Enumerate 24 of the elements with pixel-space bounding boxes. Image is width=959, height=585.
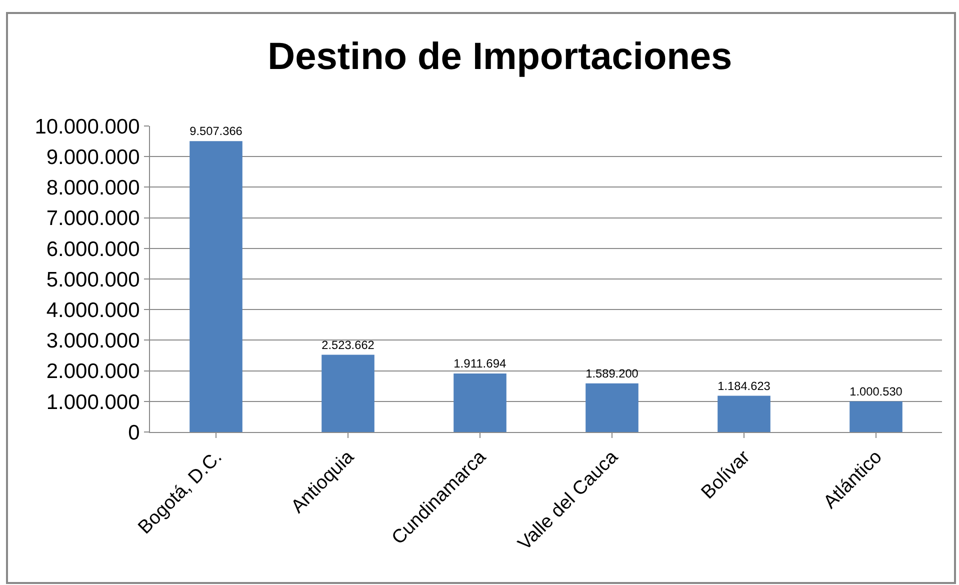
bar — [850, 401, 902, 432]
y-tick-label: 3.000.000 — [46, 330, 140, 353]
y-tick-label: 8.000.000 — [46, 176, 140, 200]
y-tick-label: 5.000.000 — [46, 268, 140, 292]
y-tick-label: 10.000.000 — [34, 115, 140, 138]
data-label: 1.911.694 — [454, 356, 507, 371]
bar — [718, 396, 770, 432]
y-tick-label: 6.000.000 — [46, 238, 140, 261]
data-label: 9.507.366 — [190, 124, 243, 138]
y-tick-label: 2.000.000 — [46, 360, 140, 384]
y-tick-label: 9.000.000 — [46, 146, 140, 169]
bar — [190, 141, 242, 432]
y-tick-label: 0 — [128, 421, 140, 444]
data-label: 1.000.530 — [850, 384, 903, 399]
y-tick-label: 4.000.000 — [46, 298, 140, 322]
data-label: 2.523.662 — [322, 338, 374, 352]
y-tick-label: 1.000.000 — [46, 390, 140, 414]
bar — [322, 354, 374, 432]
bar — [586, 383, 638, 432]
y-tick-label: 7.000.000 — [46, 207, 140, 230]
chart-title: Destino de Importaciones — [268, 36, 732, 78]
bar — [454, 374, 506, 432]
data-label: 1.589.200 — [586, 366, 639, 381]
data-label: 1.184.623 — [718, 378, 771, 393]
